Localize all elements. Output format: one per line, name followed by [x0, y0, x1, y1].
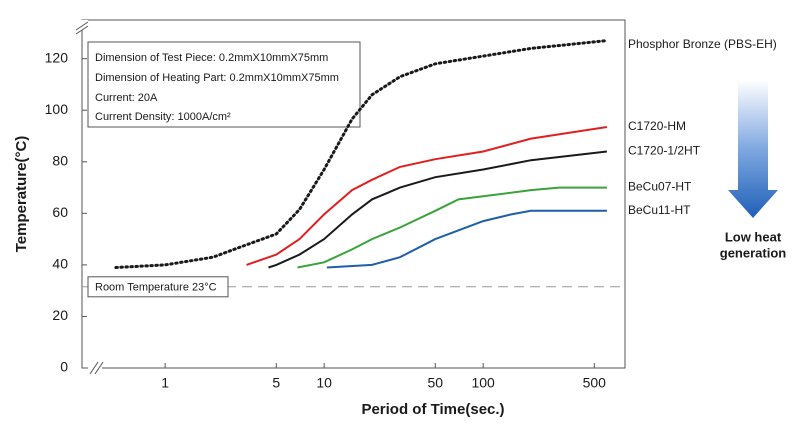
info-line: Current: 20A [95, 92, 158, 104]
x-axis-title: Period of Time(sec.) [361, 401, 504, 418]
info-line: Dimension of Test Piece: 0.2mmX10mmX75mm [95, 52, 328, 64]
y-tick-label: 20 [52, 307, 68, 323]
series-line [246, 126, 608, 266]
info-line: Dimension of Heating Part: 0.2mmX10mmX75… [95, 72, 339, 84]
x-tick-label: 50 [427, 375, 443, 391]
y-tick-label: 120 [45, 49, 69, 65]
series-label: BeCu07-HT [628, 180, 692, 194]
axis-break [75, 20, 104, 375]
x-tick-label: 500 [583, 375, 607, 391]
series-line [268, 150, 608, 269]
y-tick-label: 60 [52, 204, 68, 220]
x-tick-label: 1 [161, 375, 169, 391]
annotation: Low heat [725, 229, 782, 244]
plot-frame [81, 19, 626, 369]
x-tick-label: 100 [471, 375, 495, 391]
series-label: C1720-1/2HT [628, 144, 701, 158]
info-line: Current Density: 1000A/cm² [95, 111, 231, 123]
arrow [728, 80, 778, 218]
y-tick-label: 0 [60, 359, 68, 375]
reference-box [87, 276, 229, 298]
y-tick-label: 40 [52, 256, 68, 272]
x-tick-label: 10 [316, 375, 332, 391]
info-box [87, 41, 361, 128]
series-label: C1720-HM [628, 119, 686, 133]
series-line [297, 186, 607, 269]
y-axis-title: Temperature(°C) [13, 136, 30, 253]
y-tick-label: 100 [45, 101, 69, 117]
series-line [326, 209, 607, 269]
y-tick-label: 80 [52, 152, 68, 168]
reference-label: Room Temperature 23°C [95, 282, 217, 294]
series-label: BeCu11-HT [628, 203, 691, 217]
series-label: Phosphor Bronze (PBS-EH) [628, 37, 777, 51]
x-tick-label: 5 [272, 375, 280, 391]
series-line [114, 39, 609, 269]
annotation: generation [720, 245, 787, 260]
